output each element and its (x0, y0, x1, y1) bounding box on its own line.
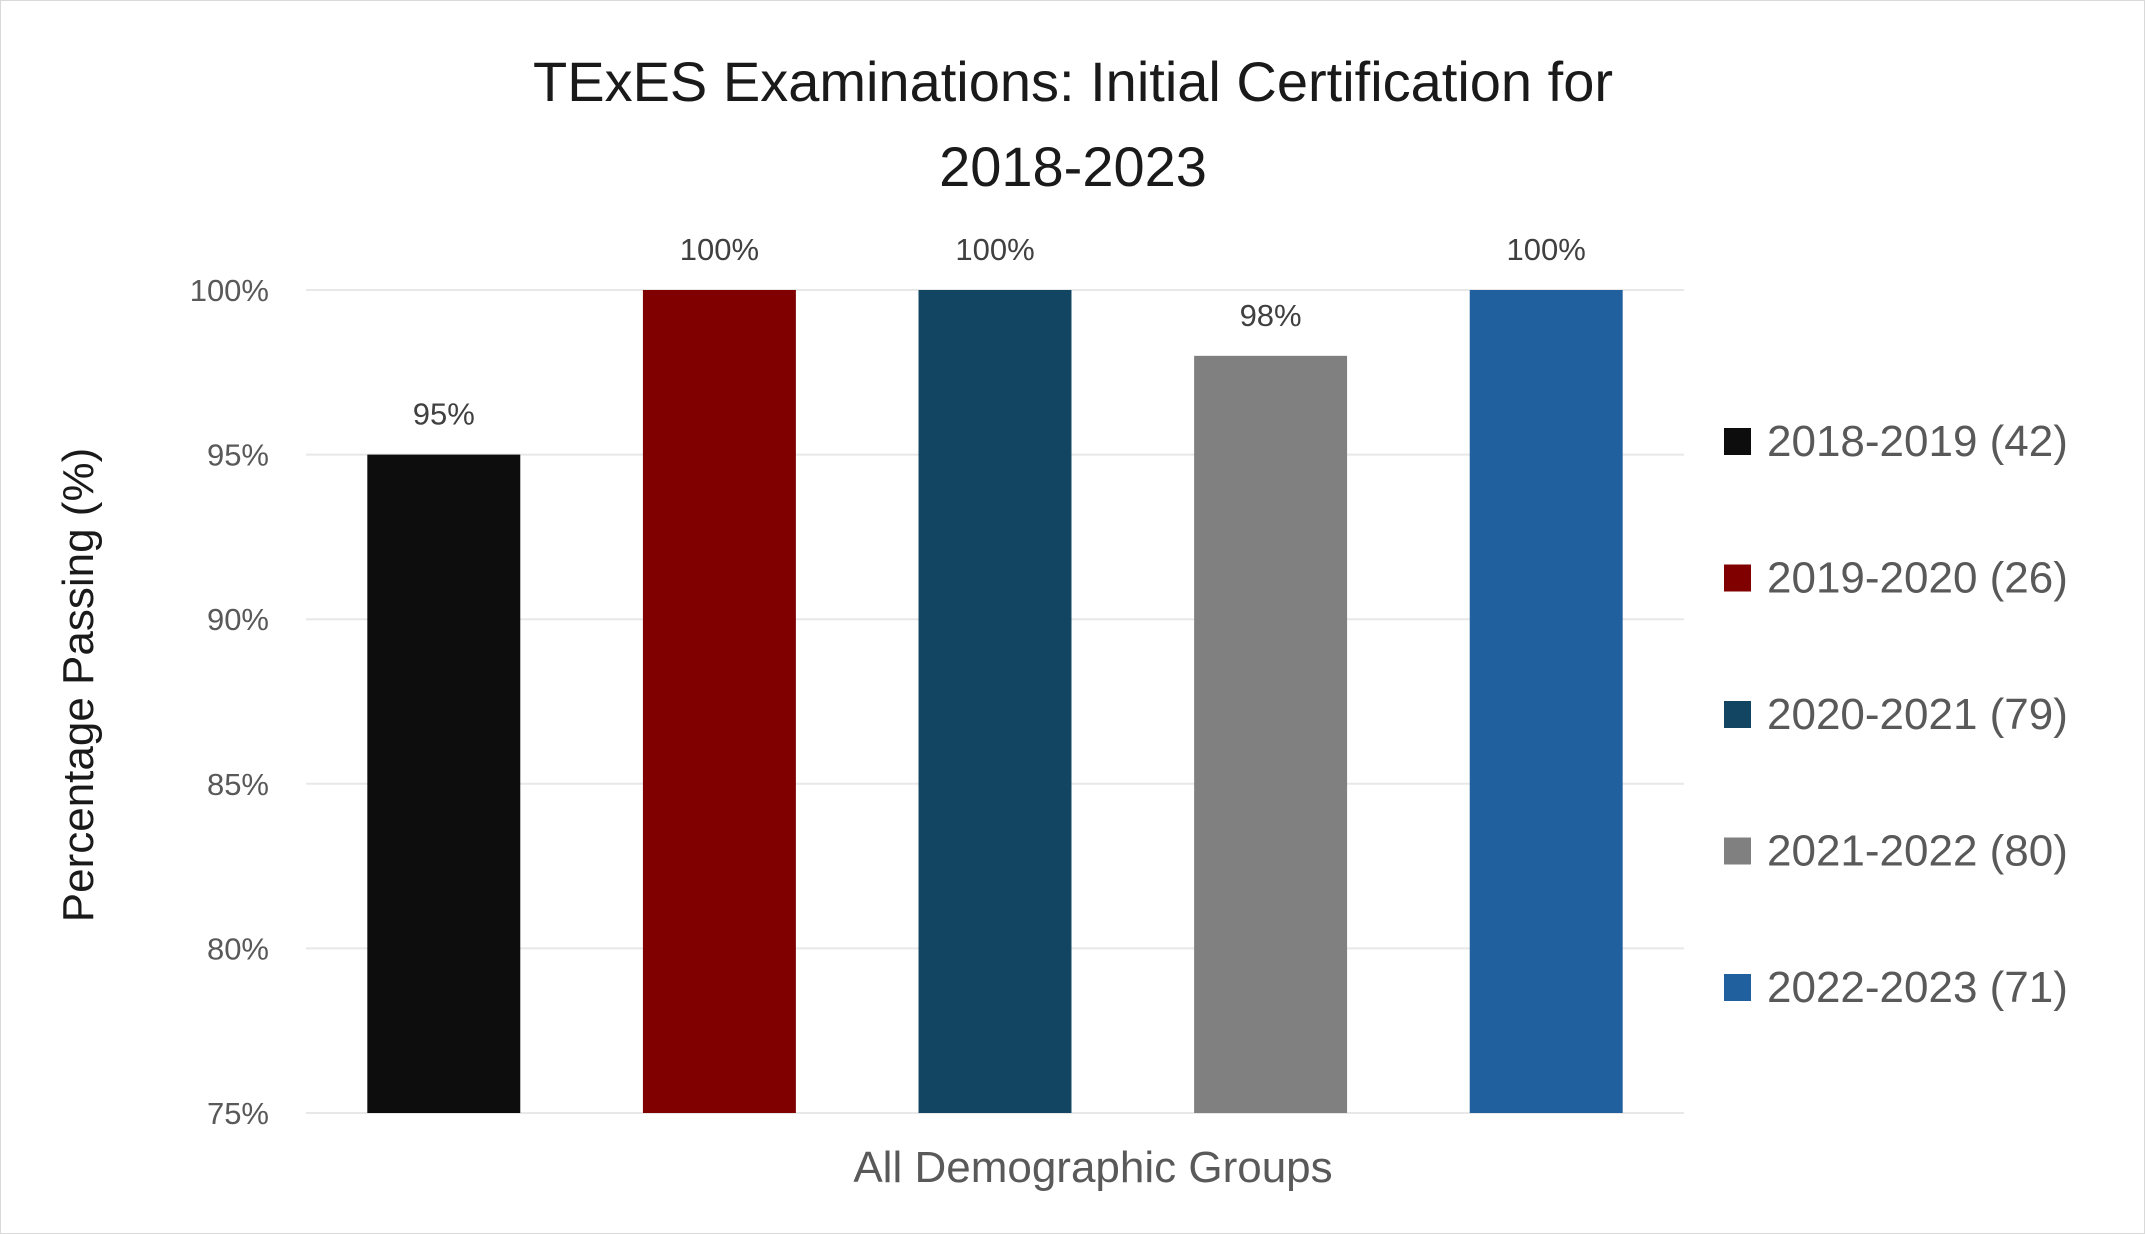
y-tick-label: 100% (190, 273, 269, 308)
legend-swatch-3 (1724, 701, 1751, 728)
chart-title-line-1: TExES Examinations: Initial Certificatio… (533, 50, 1613, 113)
data-label-4: 98% (1240, 298, 1302, 333)
x-axis-title: All Demographic Groups (853, 1143, 1332, 1192)
y-axis-title: Percentage Passing (%) (54, 448, 103, 922)
y-tick-label: 90% (207, 602, 269, 637)
data-label-5: 100% (1507, 232, 1586, 267)
data-label-1: 95% (413, 397, 475, 432)
legend: 2018-2019 (42) 2019-2020 (26) 2020-2021 (7… (1724, 417, 2068, 1012)
legend-label-3: 2020-2021 (79) (1767, 690, 2068, 739)
legend-swatch-2 (1724, 564, 1751, 592)
bars (367, 290, 1623, 1114)
y-tick-label: 75% (207, 1096, 269, 1131)
y-axis-ticks: 75% 80% 85% 90% 95% 100% (190, 273, 269, 1131)
legend-label-2: 2019-2020 (26) (1767, 554, 2068, 603)
chart-title-line-2: 2018-2023 (939, 135, 1207, 198)
legend-label-1: 2018-2019 (42) (1767, 417, 2068, 466)
legend-label-4: 2021-2022 (80) (1767, 827, 2068, 876)
bar-3 (918, 290, 1072, 1113)
legend-label-5: 2022-2023 (71) (1767, 963, 2068, 1012)
bar-2 (642, 290, 796, 1113)
data-label-3: 100% (955, 232, 1034, 267)
bar-4 (1194, 355, 1348, 1114)
bar-1 (367, 454, 521, 1114)
data-label-2: 100% (680, 232, 759, 267)
data-labels: 95% 100% 100% 98% 100% (413, 232, 1586, 432)
legend-swatch-5 (1724, 974, 1751, 1001)
legend-swatch-1 (1724, 428, 1751, 455)
y-tick-label: 95% (207, 438, 269, 473)
bar-5 (1469, 290, 1623, 1113)
y-tick-label: 80% (207, 931, 269, 966)
y-tick-label: 85% (207, 767, 269, 802)
legend-swatch-4 (1724, 837, 1751, 865)
